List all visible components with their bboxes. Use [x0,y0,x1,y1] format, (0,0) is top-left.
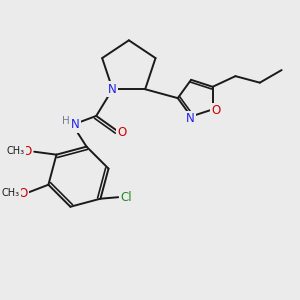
Text: O: O [212,104,221,117]
Text: H: H [62,116,70,126]
Text: N: N [108,83,117,96]
Text: O: O [23,145,32,158]
Text: O: O [118,126,127,139]
Text: N: N [185,112,194,125]
Text: CH₃: CH₃ [7,146,25,156]
Text: Cl: Cl [121,191,132,204]
Text: CH₃: CH₃ [2,188,20,198]
Text: N: N [71,118,80,131]
Text: O: O [18,187,27,200]
